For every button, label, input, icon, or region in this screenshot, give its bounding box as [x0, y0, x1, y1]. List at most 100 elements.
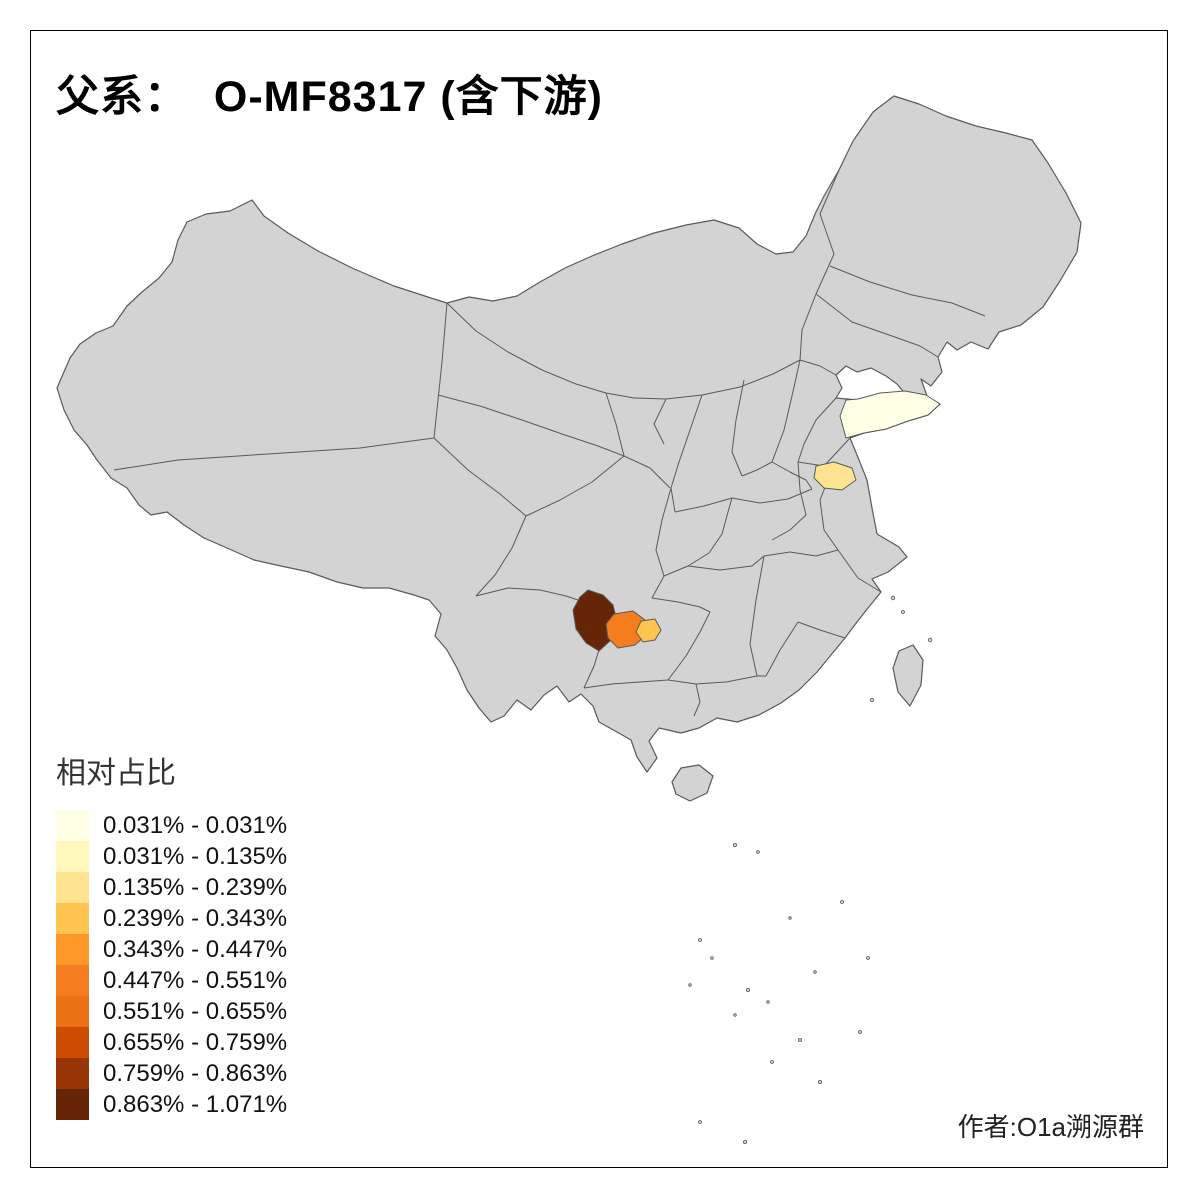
- province-border: [623, 455, 671, 489]
- legend-label: 0.135% - 0.239%: [103, 873, 288, 901]
- small-island: [890, 595, 896, 601]
- highlight-region-orange-area: [605, 610, 648, 649]
- legend-label: 0.863% - 1.071%: [103, 1090, 288, 1118]
- legend-swatch: [56, 965, 89, 996]
- province-border: [433, 302, 448, 439]
- province-border: [749, 555, 765, 677]
- province-border: [797, 621, 846, 639]
- province-border: [525, 455, 625, 517]
- author-credit: 作者:O1a溯源群: [957, 1112, 1144, 1142]
- small-island: [698, 938, 702, 942]
- province-border: [815, 293, 939, 358]
- highlight-region-south-sichuan-dark: [572, 589, 618, 652]
- province-border: [663, 497, 733, 577]
- small-island: [746, 988, 751, 993]
- small-island: [901, 610, 905, 614]
- province-border: [693, 683, 701, 717]
- highlight-region-light-orange-area: [635, 618, 662, 643]
- province-border: [583, 679, 669, 689]
- province-border: [433, 437, 527, 517]
- small-island: [858, 1030, 862, 1034]
- small-island: [798, 1038, 803, 1043]
- province-border: [475, 515, 527, 597]
- small-island: [840, 900, 844, 904]
- small-island: [869, 697, 875, 703]
- legend-entry: 0.135% - 0.239%: [56, 872, 287, 903]
- legend-swatch: [56, 996, 89, 1027]
- small-island: [927, 637, 933, 643]
- small-island: [743, 1140, 748, 1145]
- legend-label: 0.447% - 0.551%: [103, 966, 288, 994]
- province-border: [797, 397, 837, 463]
- highlight-region-junction-patch-light: [813, 461, 857, 491]
- legend-swatch: [56, 934, 89, 965]
- small-island: [733, 1013, 737, 1017]
- province-border: [651, 597, 711, 613]
- province-border: [605, 392, 625, 457]
- small-island: [688, 983, 692, 987]
- legend-label: 0.343% - 0.447%: [103, 935, 288, 963]
- province-border: [113, 437, 435, 471]
- province-border: [763, 549, 839, 557]
- province-border: [731, 379, 745, 477]
- legend-entry: 0.863% - 1.071%: [56, 1089, 287, 1120]
- small-island: [766, 1000, 770, 1004]
- figure-border: [30, 30, 1168, 1168]
- legend-swatch: [56, 1027, 89, 1058]
- legend-items: 0.031% - 0.031% 0.031% - 0.135% 0.135% - 0…: [56, 810, 287, 1120]
- province-border: [731, 488, 813, 504]
- province-border: [667, 611, 711, 681]
- province-border: [771, 461, 807, 541]
- legend-swatch: [56, 1058, 89, 1089]
- province-border: [829, 265, 986, 317]
- legend-entry: 0.031% - 0.031%: [56, 810, 287, 841]
- legend-entry: 0.239% - 0.343%: [56, 903, 287, 934]
- province-border: [653, 398, 667, 445]
- province-border: [757, 621, 799, 677]
- province-border: [771, 461, 813, 490]
- page-title: 父系： O-MF8317 (含下游): [56, 73, 603, 121]
- legend-title: 相对占比: [56, 757, 176, 790]
- legend-entry: 0.031% - 0.135%: [56, 841, 287, 872]
- legend-swatch: [56, 810, 89, 841]
- legend-label: 0.031% - 0.031%: [103, 811, 288, 839]
- legend-entry: 0.655% - 0.759%: [56, 1027, 287, 1058]
- province-border: [799, 359, 837, 376]
- legend-entry: 0.343% - 0.447%: [56, 934, 287, 965]
- legend-label: 0.759% - 0.863%: [103, 1059, 288, 1087]
- small-island: [770, 1060, 774, 1064]
- province-border: [771, 359, 801, 463]
- small-island: [788, 916, 792, 920]
- legend-swatch: [56, 1089, 89, 1120]
- province-border: [799, 169, 840, 361]
- legend-entry: 0.447% - 0.551%: [56, 965, 287, 996]
- legend: 相对占比 0.031% - 0.031% 0.031% - 0.135% 0.135…: [56, 748, 287, 1120]
- small-island: [698, 1120, 702, 1124]
- small-island: [866, 956, 870, 960]
- province-border: [667, 675, 758, 685]
- legend-swatch: [56, 872, 89, 903]
- province-border: [837, 549, 882, 593]
- legend-entry: 0.551% - 0.655%: [56, 996, 287, 1027]
- province-border: [741, 461, 773, 477]
- province-border: [687, 555, 765, 571]
- province-border: [437, 394, 625, 457]
- legend-entry: 0.759% - 0.863%: [56, 1058, 287, 1089]
- legend-label: 0.551% - 0.655%: [103, 997, 288, 1025]
- small-island: [710, 956, 714, 960]
- province-base-shape: [892, 644, 924, 707]
- legend-swatch: [56, 841, 89, 872]
- legend-label: 0.239% - 0.343%: [103, 904, 288, 932]
- province-border: [670, 394, 703, 513]
- highlight-region-shandong-east-pale: [839, 390, 941, 439]
- small-island: [813, 970, 817, 974]
- legend-label: 0.655% - 0.759%: [103, 1028, 288, 1056]
- small-island: [818, 1080, 823, 1085]
- province-border: [674, 497, 733, 513]
- legend-label: 0.031% - 0.135%: [103, 842, 288, 870]
- small-island: [733, 843, 738, 848]
- province-border: [446, 302, 801, 400]
- province-border: [651, 487, 672, 599]
